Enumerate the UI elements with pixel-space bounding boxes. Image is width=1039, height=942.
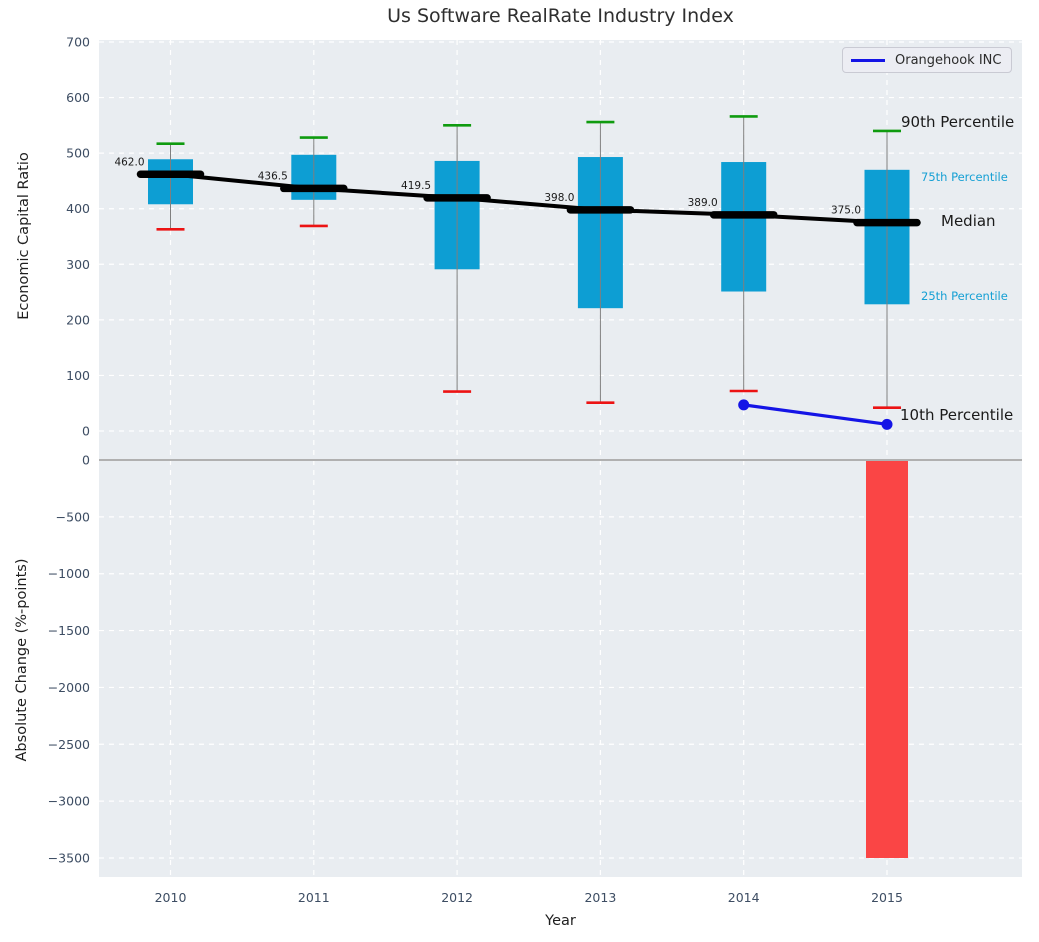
ytick-bottom--1500: −1500 bbox=[48, 623, 90, 638]
ytick-bottom--3000: −3000 bbox=[48, 794, 90, 809]
annotation-75th-percentile: 75th Percentile bbox=[921, 170, 1008, 184]
xtick-2013: 2013 bbox=[584, 890, 616, 905]
xtick-2010: 2010 bbox=[155, 890, 187, 905]
bottom-y-axis-label: Absolute Change (%-points) bbox=[14, 558, 30, 762]
ytick-bottom--2500: −2500 bbox=[48, 737, 90, 752]
median-value-label-2012: 419.5 bbox=[401, 180, 431, 192]
xtick-2012: 2012 bbox=[441, 890, 473, 905]
xtick-2015: 2015 bbox=[871, 890, 903, 905]
xtick-2014: 2014 bbox=[728, 890, 760, 905]
ytick-top-600: 600 bbox=[66, 90, 90, 105]
ytick-top-300: 300 bbox=[66, 257, 90, 272]
ytick-top-200: 200 bbox=[66, 312, 90, 327]
orangehook-point-2014 bbox=[738, 399, 750, 411]
change-bar-2015 bbox=[866, 460, 908, 858]
median-value-label-2011: 436.5 bbox=[258, 170, 288, 182]
xtick-2011: 2011 bbox=[298, 890, 330, 905]
ytick-top-100: 100 bbox=[66, 368, 90, 383]
ytick-top-500: 500 bbox=[66, 146, 90, 161]
legend: Orangehook INC bbox=[842, 47, 1013, 73]
ytick-top-700: 700 bbox=[66, 35, 90, 50]
annotation-10th-percentile: 10th Percentile bbox=[900, 406, 1014, 424]
chart-title: Us Software RealRate Industry Index bbox=[387, 5, 734, 27]
median-value-label-2013: 398.0 bbox=[544, 192, 574, 204]
orangehook-point-2015 bbox=[881, 418, 893, 430]
top-y-axis-label: Economic Capital Ratio bbox=[16, 152, 32, 320]
legend-label: Orangehook INC bbox=[895, 52, 1002, 68]
ytick-bottom--1000: −1000 bbox=[48, 566, 90, 581]
orangehook-line bbox=[743, 403, 888, 426]
annotation-25th-percentile: 25th Percentile bbox=[921, 289, 1008, 303]
ytick-bottom--500: −500 bbox=[56, 509, 90, 524]
ytick-bottom--3500: −3500 bbox=[48, 851, 90, 866]
orangehook-line-swatch bbox=[851, 58, 885, 62]
x-axis-label: Year bbox=[545, 913, 576, 929]
ytick-bottom-0: 0 bbox=[82, 453, 90, 468]
median-value-label-2015: 375.0 bbox=[831, 205, 861, 217]
median-value-label-2010: 462.0 bbox=[114, 156, 144, 168]
ytick-top-400: 400 bbox=[66, 201, 90, 216]
ytick-top-0: 0 bbox=[82, 424, 90, 439]
median-value-label-2014: 389.0 bbox=[688, 197, 718, 209]
ytick-bottom--2000: −2000 bbox=[48, 680, 90, 695]
annotation-median: Median bbox=[941, 212, 996, 230]
annotation-90th-percentile: 90th Percentile bbox=[901, 113, 1015, 131]
